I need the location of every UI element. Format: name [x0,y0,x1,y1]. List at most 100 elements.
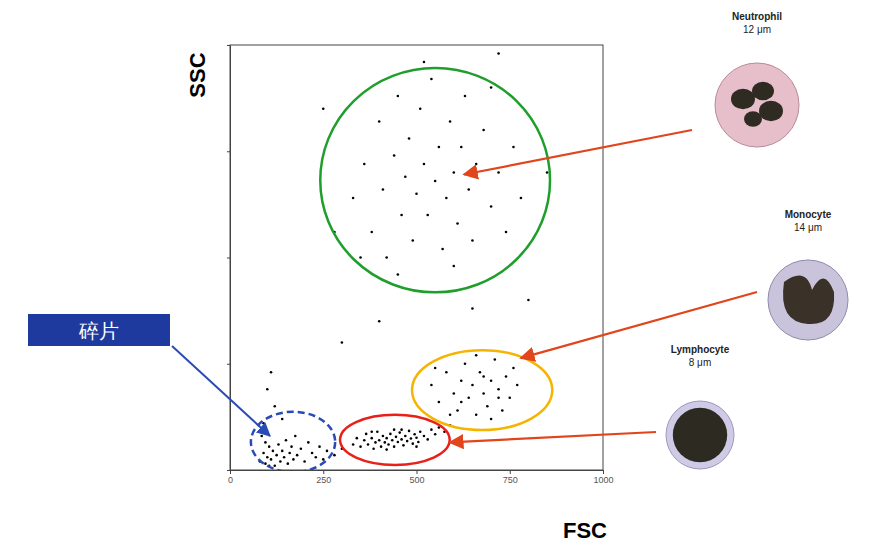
point [395,436,398,439]
annotation: 碎片 [78,320,119,342]
point [270,458,273,461]
cell-nucleus [783,276,834,325]
point [475,163,478,166]
point [356,437,359,440]
series [322,52,548,344]
point [460,401,463,404]
x-axis: 0 250 500 750 1000 [228,470,614,485]
plot-area [251,52,552,470]
point [411,239,414,242]
point [471,307,474,310]
point [376,430,379,433]
point [434,433,437,436]
point [365,433,368,436]
point [285,439,288,442]
x-tick: 500 [409,470,424,485]
x-tick-label: 750 [503,475,518,485]
arrow [521,292,757,358]
point [423,61,426,64]
point [520,197,523,200]
point [415,436,418,439]
point [527,299,530,302]
cell-nucleus [744,111,762,126]
point [497,171,500,174]
point [372,447,375,450]
y-tick [227,364,230,365]
point [363,163,366,166]
point [400,428,403,431]
point [445,197,448,200]
point [380,445,383,448]
point [486,405,489,408]
y-tick-mark [227,151,230,152]
x-tick: 1000 [593,470,613,485]
series [352,424,452,451]
point [363,439,366,442]
point [460,146,463,149]
point [490,205,493,208]
point [400,214,403,217]
point [281,450,284,453]
cell-illustration [715,63,799,147]
point [387,443,390,446]
point [423,435,426,438]
point [467,396,470,399]
point [287,462,290,465]
arrow [450,432,656,442]
point [406,440,409,443]
point [359,256,362,259]
x-tick-mark [510,470,511,474]
point [397,95,400,98]
point [382,188,385,191]
point [311,452,314,455]
point [479,371,482,374]
point [352,443,355,446]
x-tick-label: 0 [228,475,233,485]
point [482,375,485,378]
arrow [464,130,692,175]
point [273,464,276,467]
point [288,452,291,455]
point [314,456,317,459]
point [471,384,474,387]
point [270,371,273,374]
point [294,435,297,438]
x-tick-label: 250 [316,475,331,485]
point [426,214,429,217]
point [393,445,396,448]
point [430,384,433,387]
x-tick-label: 1000 [593,475,613,485]
cell-size-label: 12 μm [743,24,771,35]
cell-label: Lymphocyte [671,344,730,355]
x-axis-line [231,471,604,475]
point [378,439,381,442]
cell-size-label: 8 μm [689,357,711,368]
point [411,442,414,445]
x-tick: 0 [228,470,233,485]
point [426,438,429,441]
point [370,231,373,234]
point [393,154,396,157]
point [303,460,306,463]
point [497,388,500,391]
point [497,396,500,399]
point [273,405,276,408]
cell-illustration [768,260,848,340]
y-tick [227,258,230,259]
point [398,431,401,434]
point [352,197,355,200]
point [430,78,433,81]
point [307,441,310,444]
point [460,379,463,382]
cell-nucleus [759,101,783,121]
point [400,438,403,441]
point [415,192,418,195]
x-tick-mark [417,470,418,474]
y-tick-mark [227,364,230,365]
x-axis-title: FSC [563,518,607,543]
y-axis-line [227,46,231,471]
point [456,409,459,412]
x-tick: 750 [503,470,518,485]
point [449,120,452,123]
y-axis-title: SSC [185,52,210,97]
